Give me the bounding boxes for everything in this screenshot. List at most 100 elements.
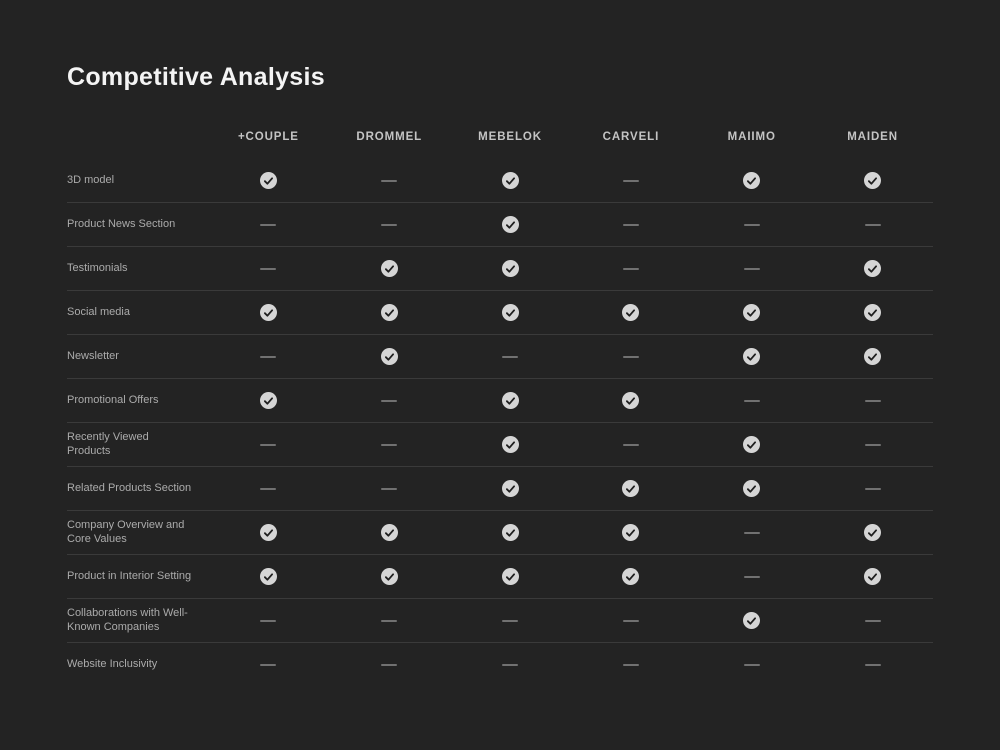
dash-icon — [864, 487, 881, 490]
dash-icon — [260, 487, 277, 490]
check-icon — [747, 616, 757, 625]
dash-icon — [622, 179, 639, 182]
feature-cell — [571, 480, 692, 497]
feature-cell — [329, 487, 450, 490]
feature-cell — [571, 179, 692, 182]
dash-icon — [743, 399, 760, 402]
check-icon — [868, 572, 878, 581]
feature-cell — [329, 443, 450, 446]
feature-row: Website Inclusivity — [67, 643, 933, 687]
check-circle-icon — [501, 216, 519, 233]
feature-cell — [208, 355, 329, 358]
dash-icon — [743, 531, 760, 534]
dash-icon — [622, 267, 639, 270]
feature-cell — [571, 568, 692, 585]
dash-icon — [622, 619, 639, 622]
feature-cell — [571, 355, 692, 358]
dash-icon — [381, 487, 398, 490]
check-icon — [505, 176, 515, 185]
check-icon — [868, 264, 878, 273]
comparison-table: +COUPLE DROMMEL MEBELOK CARVELI MAIIMO MAIDEN… — [67, 115, 933, 687]
feature-label: Recently Viewed Products — [67, 431, 149, 457]
feature-label: Company Overview and Core Values — [67, 519, 185, 545]
feature-cell — [571, 223, 692, 226]
dash-icon — [864, 399, 881, 402]
check-icon — [505, 572, 515, 581]
feature-label: Website Inclusivity — [67, 658, 158, 671]
column-header-4: CARVELI — [602, 131, 660, 143]
dash-icon — [381, 619, 398, 622]
feature-cell — [691, 348, 812, 365]
check-circle-icon — [622, 392, 640, 409]
feature-cell — [691, 480, 812, 497]
check-circle-icon — [259, 172, 277, 189]
check-icon — [505, 264, 515, 273]
check-icon — [384, 308, 394, 317]
feature-cell — [812, 524, 933, 541]
feature-cell — [208, 524, 329, 541]
feature-label: Newsletter — [67, 349, 119, 362]
feature-cell — [571, 304, 692, 321]
feature-cell — [208, 267, 329, 270]
feature-cell — [450, 216, 571, 233]
feature-cell — [571, 619, 692, 622]
feature-cell — [329, 179, 450, 182]
feature-cell — [812, 399, 933, 402]
feature-cell — [812, 443, 933, 446]
check-icon — [263, 572, 273, 581]
feature-cell — [571, 443, 692, 446]
feature-cell — [329, 223, 450, 226]
dash-icon — [502, 664, 519, 666]
dash-icon — [864, 619, 881, 622]
feature-cell — [208, 487, 329, 490]
feature-cell — [208, 392, 329, 409]
feature-cell — [208, 568, 329, 585]
dash-icon — [381, 223, 398, 226]
feature-row: Recently Viewed Products — [67, 423, 933, 467]
feature-cell — [208, 223, 329, 226]
check-icon — [384, 528, 394, 537]
check-circle-icon — [622, 524, 640, 541]
dash-icon — [743, 223, 760, 226]
check-circle-icon — [501, 568, 519, 585]
dash-icon — [381, 443, 398, 446]
feature-cell — [450, 392, 571, 409]
check-icon — [868, 176, 878, 185]
check-icon — [868, 308, 878, 317]
dash-icon — [381, 179, 398, 182]
feature-cell — [812, 487, 933, 490]
feature-cell — [329, 348, 450, 365]
feature-cell — [812, 664, 933, 666]
dash-icon — [864, 443, 881, 446]
feature-cell — [208, 664, 329, 666]
check-circle-icon — [622, 480, 640, 497]
check-icon — [747, 308, 757, 317]
feature-cell — [571, 524, 692, 541]
feature-label: Product News Section — [67, 217, 176, 230]
check-icon — [263, 528, 273, 537]
check-circle-icon — [259, 304, 277, 321]
check-circle-icon — [864, 172, 882, 189]
dash-icon — [260, 664, 277, 666]
check-circle-icon — [743, 304, 761, 321]
check-icon — [384, 264, 394, 273]
column-header-1: +COUPLE — [237, 131, 299, 143]
feature-cell — [691, 267, 812, 270]
feature-cell — [691, 172, 812, 189]
feature-cell — [812, 619, 933, 622]
feature-cell — [208, 443, 329, 446]
check-circle-icon — [380, 348, 398, 365]
feature-cell — [691, 612, 812, 629]
feature-cell — [691, 575, 812, 578]
column-header-3: MEBELOK — [478, 131, 542, 143]
check-circle-icon — [259, 392, 277, 409]
check-circle-icon — [380, 568, 398, 585]
feature-row: Testimonials — [67, 247, 933, 291]
feature-cell — [691, 664, 812, 666]
feature-cell — [812, 568, 933, 585]
feature-cell — [450, 664, 571, 666]
column-header-6: MAIDEN — [847, 131, 898, 143]
dash-icon — [260, 443, 277, 446]
check-icon — [868, 352, 878, 361]
feature-cell — [450, 172, 571, 189]
